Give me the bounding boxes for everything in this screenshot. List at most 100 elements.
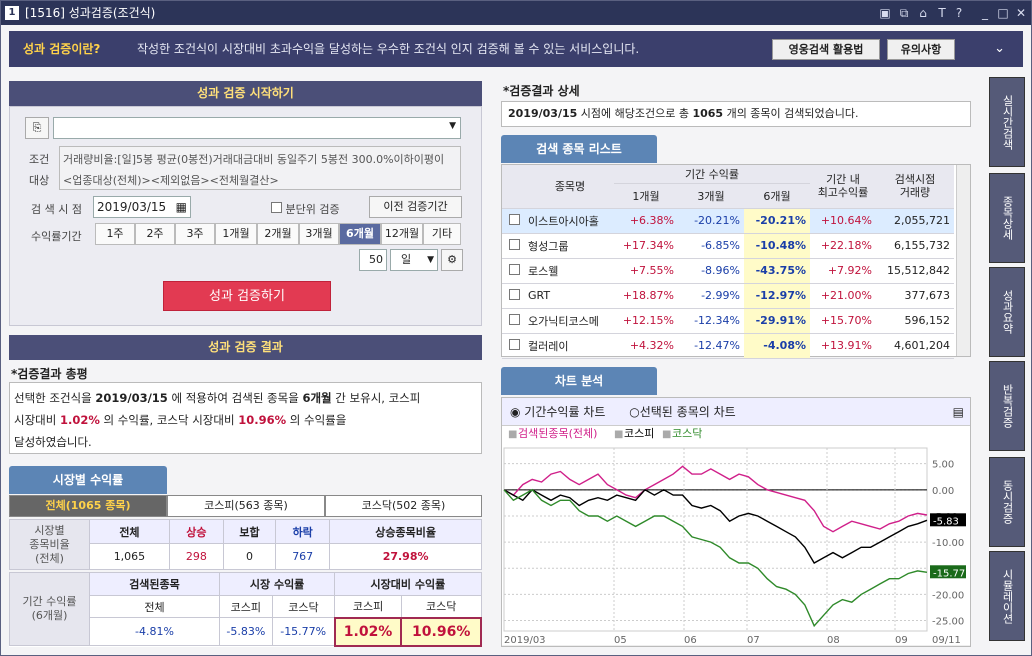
day-unit-select[interactable]: 일 ▼ bbox=[390, 249, 438, 271]
checkbox-icon[interactable] bbox=[271, 202, 282, 213]
font-icon[interactable]: T bbox=[938, 6, 946, 20]
subtab-all[interactable]: 전체(1065 종목) bbox=[9, 495, 167, 517]
cell: -12.34% bbox=[678, 308, 744, 334]
checkbox-icon[interactable] bbox=[508, 338, 520, 350]
checkbox-icon[interactable] bbox=[508, 213, 520, 225]
period-2w[interactable]: 2주 bbox=[135, 223, 175, 245]
summary-text: 선택한 조건식을 bbox=[14, 391, 96, 405]
checkbox-icon[interactable] bbox=[508, 288, 520, 300]
ratio-table: 시장별 종목비율 (전체) 전체 상승 보합 하락 상승종목비율 1,065 298 0… bbox=[9, 519, 482, 570]
radio-period[interactable]: ◉ 기간수익률 차트 bbox=[510, 405, 606, 419]
sidebar-item[interactable]: 시뮬레이션 bbox=[989, 551, 1025, 641]
condition-icon[interactable]: ⎘ bbox=[25, 117, 49, 139]
dropdown-arrow-icon: ▼ bbox=[449, 121, 456, 131]
subtab-kospi[interactable]: 코스피(563 종목) bbox=[167, 495, 325, 517]
period-6m[interactable]: 6개월 bbox=[339, 223, 381, 245]
y-tick-label: 0.00 bbox=[932, 486, 954, 497]
maximize-icon[interactable]: □ bbox=[997, 6, 1009, 20]
sidebar-item[interactable]: 반복검증 bbox=[989, 361, 1025, 451]
condition-select[interactable]: ▼ bbox=[53, 117, 461, 139]
list-icon[interactable]: ▤ bbox=[952, 405, 964, 419]
period-2m[interactable]: 2개월 bbox=[257, 223, 299, 245]
cell: +12.15% bbox=[614, 308, 678, 334]
cell: 377,673 bbox=[876, 283, 954, 309]
minute-check[interactable]: 분단위 검증 bbox=[271, 201, 340, 217]
sidebar-item[interactable]: 실시간검색 bbox=[989, 77, 1025, 167]
date-value: 2019/03/15 bbox=[97, 200, 167, 214]
cell: -12.47% bbox=[678, 333, 744, 359]
col-6m[interactable]: 6개월 bbox=[744, 183, 810, 209]
days-input[interactable]: 50 bbox=[359, 249, 387, 271]
period-12m[interactable]: 12개월 bbox=[381, 223, 423, 245]
lock-icon[interactable]: ⌂ bbox=[919, 6, 927, 20]
legend-marker: ■ bbox=[614, 429, 623, 440]
run-verify-button[interactable]: 성과 검증하기 bbox=[163, 281, 331, 311]
table-row[interactable]: 오가닉티코스메 +12.15% -12.34% -29.91% +15.70% 596,1… bbox=[502, 308, 954, 334]
ratio-label: 시장별 종목비율 (전체) bbox=[9, 519, 90, 570]
condition-text-box: 거래량비율:[일]5봉 평균(0봉전)거래대금대비 동일주기 5봉전 300.0… bbox=[59, 146, 461, 190]
checkbox-icon[interactable] bbox=[508, 263, 520, 275]
cell: 이스트아시아홀 bbox=[526, 208, 614, 234]
chart-options: ◉ 기간수익률 차트 ○선택된 종목의 차트 ▤ bbox=[502, 398, 970, 426]
cell: 15,512,842 bbox=[876, 258, 954, 284]
col-name: 종목명 bbox=[526, 165, 614, 209]
sidebar-item[interactable]: 종목상세 bbox=[989, 173, 1025, 263]
market-tab[interactable]: 시장별 수익률 bbox=[9, 466, 167, 494]
cell: +7.92% bbox=[810, 258, 876, 284]
checkbox-icon[interactable] bbox=[508, 238, 520, 250]
calendar-icon[interactable]: ▦ bbox=[175, 200, 187, 214]
help-icon[interactable]: ? bbox=[955, 6, 963, 20]
date-input[interactable]: 2019/03/15 ▦ bbox=[93, 196, 191, 218]
layout-icon[interactable]: ▣ bbox=[879, 6, 891, 20]
period-1m[interactable]: 1개월 bbox=[215, 223, 257, 245]
date-label: 검 색 시 점 bbox=[31, 203, 82, 216]
prev-period-button[interactable]: 이전 검증기간 bbox=[369, 196, 462, 218]
table-row[interactable]: 로스웰 +7.55% -8.96% -43.75% +7.92% 15,512,842 bbox=[502, 258, 954, 284]
sidebar-item[interactable]: 동시검증 bbox=[989, 457, 1025, 547]
cell: 오가닉티코스메 bbox=[526, 308, 614, 334]
head-market: 시장 수익률 bbox=[218, 572, 336, 596]
period-1w[interactable]: 1주 bbox=[95, 223, 135, 245]
col-1m[interactable]: 1개월 bbox=[614, 183, 678, 209]
chart-tab[interactable]: 차트 분석 bbox=[501, 367, 657, 395]
end-label-kosdaq: -15.77 bbox=[933, 568, 965, 579]
table-row[interactable]: 컬러레이 +4.32% -12.47% -4.08% +13.91% 4,601,204 bbox=[502, 333, 954, 359]
radio-selected[interactable]: ○선택된 종목의 차트 bbox=[629, 405, 736, 419]
table-row[interactable]: 이스트아시아홀 +6.38% -20.21% -20.21% +10.64% 2,055,… bbox=[502, 208, 954, 234]
detail-text: 개의 종목이 검색되었습니다. bbox=[723, 107, 859, 120]
sidebar-item[interactable]: 성과요약 bbox=[989, 267, 1025, 357]
cell: +17.34% bbox=[614, 233, 678, 259]
x-tick-label: 09 bbox=[895, 635, 908, 646]
col-3m[interactable]: 3개월 bbox=[678, 183, 744, 209]
scrollbar[interactable] bbox=[956, 165, 970, 356]
val-down: 767 bbox=[275, 543, 331, 570]
close-icon[interactable]: ✕ bbox=[1015, 6, 1027, 20]
col-period: 기간 수익률 bbox=[614, 165, 810, 184]
subtab-kosdaq[interactable]: 코스닥(502 종목) bbox=[325, 495, 482, 517]
period-3m[interactable]: 3개월 bbox=[299, 223, 339, 245]
notice-button[interactable]: 유의사항 bbox=[887, 39, 955, 60]
chart-scrollbar bbox=[502, 645, 970, 646]
settings-gear-icon[interactable]: ⚙ bbox=[441, 249, 463, 271]
stocklist-tab[interactable]: 검색 종목 리스트 bbox=[501, 135, 657, 163]
x-tick-label: 06 bbox=[684, 635, 697, 646]
period-label: 수익률기간 bbox=[31, 230, 82, 243]
col-max: 기간 내 최고수익률 bbox=[810, 165, 876, 209]
checkbox-icon[interactable] bbox=[508, 313, 520, 325]
guide-button[interactable]: 영웅검색 활용법 bbox=[772, 39, 880, 60]
series-line bbox=[503, 488, 928, 564]
sub-kosdaq: 코스닥 bbox=[271, 595, 336, 618]
head-down: 하락 bbox=[275, 519, 331, 544]
detail-text: 시점에 해당조건으로 총 bbox=[577, 107, 693, 120]
cell: 596,152 bbox=[876, 308, 954, 334]
copy-icon[interactable]: ⧉ bbox=[899, 6, 909, 20]
period-other[interactable]: 기타 bbox=[423, 223, 461, 245]
cell: +10.64% bbox=[810, 208, 876, 234]
period-3w[interactable]: 3주 bbox=[175, 223, 215, 245]
table-row[interactable]: 형성그룹 +17.34% -6.85% -10.48% +22.18% 6,155,732 bbox=[502, 233, 954, 259]
minimize-icon[interactable]: _ bbox=[982, 6, 988, 20]
chevron-down-icon[interactable]: ⌄ bbox=[994, 41, 1005, 56]
table-row[interactable]: GRT +18.87% -2.99% -12.97% +21.00% 377,673 bbox=[502, 283, 954, 309]
summary-text: 의 수익률을 bbox=[286, 413, 347, 427]
